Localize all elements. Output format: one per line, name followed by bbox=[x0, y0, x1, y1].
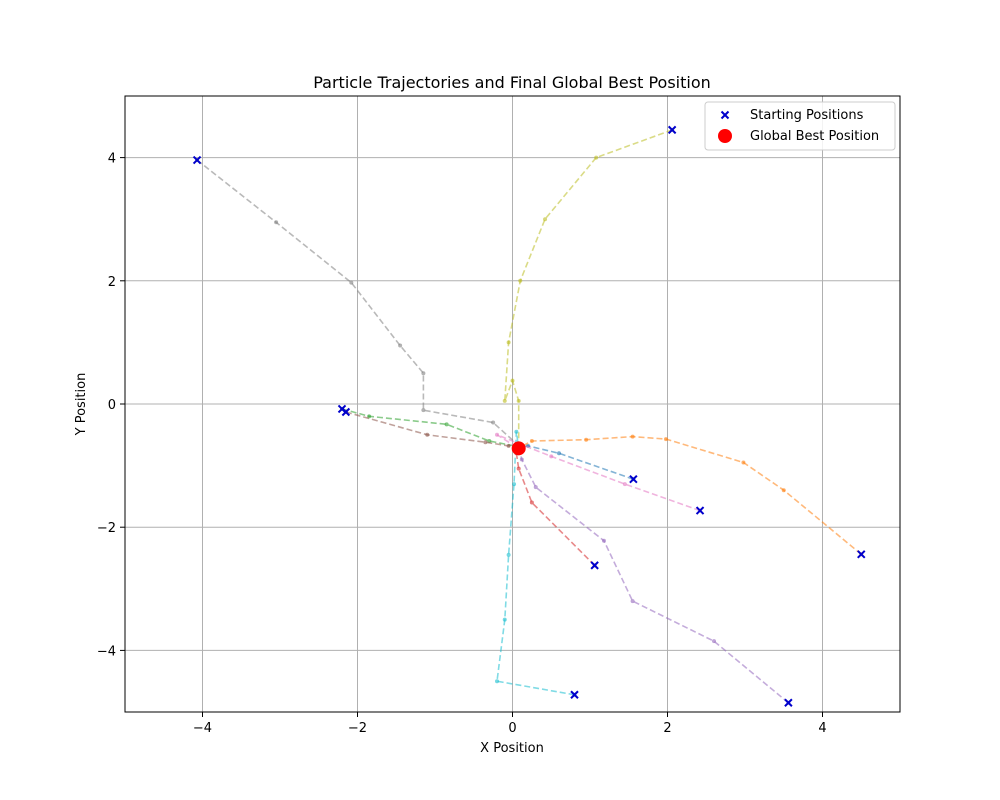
trajectory-point bbox=[516, 466, 521, 471]
trajectory-point bbox=[781, 488, 786, 493]
trajectory-point bbox=[601, 538, 606, 543]
trajectory-point bbox=[421, 371, 426, 376]
y-tick-label: 2 bbox=[108, 275, 116, 290]
legend-best-marker-icon bbox=[718, 129, 732, 143]
grid bbox=[125, 96, 900, 712]
legend-start-cross bbox=[720, 110, 730, 120]
trajectory-line bbox=[519, 435, 862, 555]
trajectory-point bbox=[506, 552, 511, 557]
trajectory-line bbox=[520, 445, 634, 480]
trajectory-point bbox=[584, 437, 589, 442]
x-tick-label: 4 bbox=[818, 721, 826, 736]
legend-start-label: Starting Positions bbox=[750, 108, 864, 123]
trajectory-point bbox=[506, 443, 511, 448]
trajectory-point bbox=[367, 414, 372, 419]
start-marker bbox=[667, 125, 677, 135]
trajectory-point bbox=[557, 451, 561, 456]
trajectory-line bbox=[345, 411, 519, 450]
trajectory-point bbox=[630, 434, 635, 439]
trajectory-point bbox=[594, 155, 599, 160]
trajectory-point bbox=[491, 420, 496, 425]
start-marker bbox=[341, 407, 351, 417]
trajectory-point bbox=[495, 432, 499, 437]
trajectory-point bbox=[630, 599, 635, 604]
start-marker bbox=[192, 155, 202, 165]
x-tick-label: 2 bbox=[663, 721, 671, 736]
global-best bbox=[511, 441, 526, 456]
y-tick-label: 0 bbox=[108, 398, 116, 413]
legend-best-label: Global Best Position bbox=[750, 129, 879, 144]
trajectory-point bbox=[502, 617, 507, 622]
trajectory-point bbox=[663, 437, 668, 442]
start-marker bbox=[570, 690, 579, 699]
ticks: −4 −2 0 2 4 −4 −2 0 2 4 bbox=[97, 152, 827, 736]
trajectory-point bbox=[549, 454, 554, 459]
trajectory-point bbox=[516, 398, 521, 403]
trajectory-point bbox=[502, 398, 507, 403]
trajectory-point bbox=[741, 460, 746, 465]
start-marker bbox=[629, 474, 638, 484]
trajectory-line bbox=[341, 408, 521, 448]
trajectory-point bbox=[518, 278, 523, 283]
trajectory-point bbox=[533, 485, 538, 490]
x-tick-label: −2 bbox=[348, 721, 367, 736]
trajectory-line bbox=[515, 448, 596, 566]
legend-box bbox=[704, 101, 896, 151]
trajectory-point bbox=[519, 457, 524, 462]
trajectory-point bbox=[495, 679, 499, 684]
trajectory-point bbox=[444, 422, 449, 427]
legend-start-marker-icon bbox=[720, 110, 730, 120]
trajectory-point bbox=[425, 432, 430, 437]
trajectory-point bbox=[421, 408, 426, 413]
start-marker bbox=[590, 561, 599, 570]
trajectory-point bbox=[512, 482, 517, 487]
start-marker bbox=[695, 506, 705, 515]
x-tick-label: 0 bbox=[508, 721, 516, 736]
trajectory-point bbox=[529, 500, 534, 505]
trajectory-point bbox=[398, 343, 403, 348]
legend: Starting Positions Global Best Position bbox=[704, 101, 896, 151]
start-marker bbox=[784, 698, 793, 707]
trajectory-point bbox=[622, 482, 627, 487]
trajectory-point bbox=[514, 429, 519, 434]
x-axis-label: X Position bbox=[480, 741, 544, 756]
y-tick-label: −4 bbox=[97, 644, 116, 659]
trajectory-point bbox=[510, 378, 515, 383]
trajectory-point bbox=[349, 280, 354, 285]
trajectory-point bbox=[274, 220, 279, 225]
trajectory-point bbox=[712, 639, 716, 644]
trajectory-point bbox=[483, 440, 488, 445]
trajectory-point bbox=[506, 340, 511, 345]
global-best-marker bbox=[511, 441, 526, 456]
trajectory-point bbox=[543, 217, 548, 222]
trajectory-point bbox=[529, 438, 534, 443]
x-tick-label: −4 bbox=[193, 721, 212, 736]
y-axis-label: Y Position bbox=[74, 373, 89, 437]
y-tick-label: 4 bbox=[108, 152, 116, 167]
starting-positions bbox=[192, 125, 866, 707]
chart-title: Particle Trajectories and Final Global B… bbox=[313, 73, 711, 92]
trajectory-line bbox=[196, 159, 521, 448]
start-marker bbox=[857, 550, 866, 559]
y-tick-label: −2 bbox=[97, 521, 116, 536]
